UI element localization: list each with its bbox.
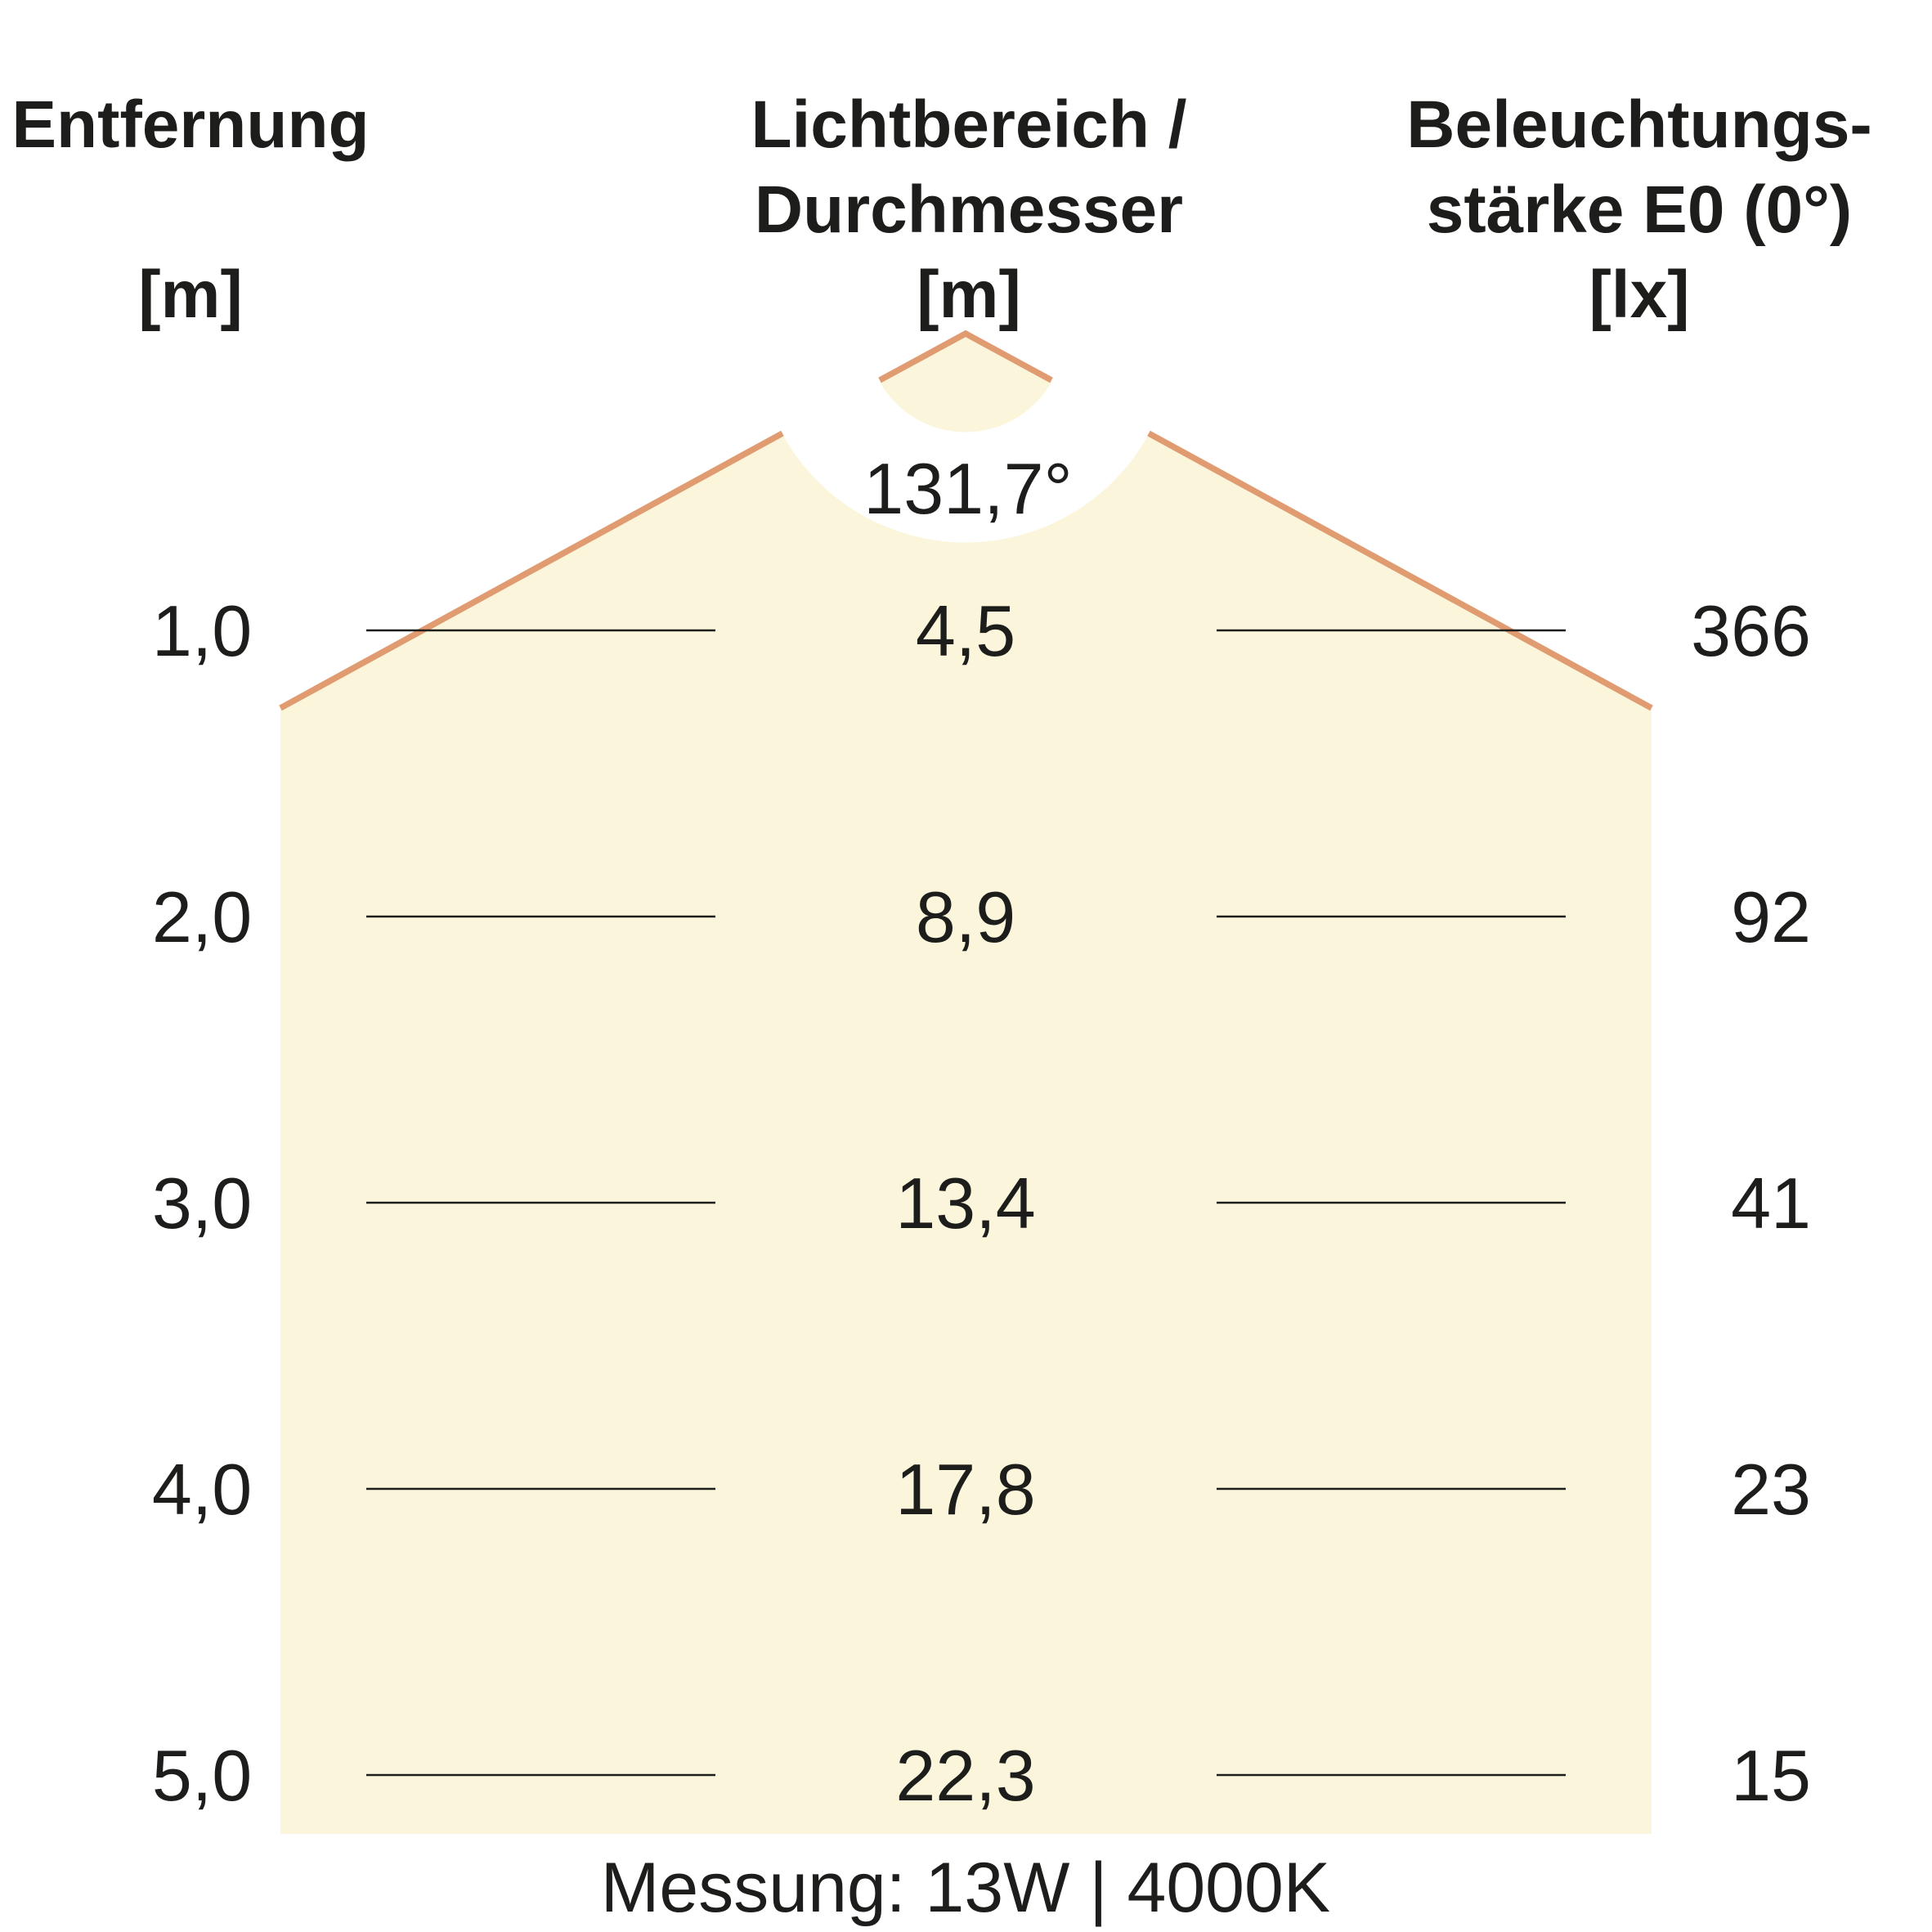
distance-value: 5,0 [152,1735,252,1816]
illuminance-header-unit: [lx] [1589,258,1690,332]
diameter-header-unit: [m] [917,258,1021,332]
diameter-value: 4,5 [916,590,1015,671]
distance-header-unit: [m] [138,258,243,332]
table-row: 3,0 13,4 41 [152,1163,1811,1244]
distance-value: 4,0 [152,1449,252,1530]
diameter-header-title-line1: Lichtbereich / [751,87,1186,162]
illuminance-header-title-line1: Beleuchtungs- [1406,87,1871,162]
column-header-illuminance: Beleuchtungs- stärke E0 (0°) [lx] [1406,87,1871,332]
lux-value: 41 [1731,1163,1811,1244]
illuminance-header-title-line2: stärke E0 (0°) [1427,173,1853,247]
diameter-header-title-line2: Durchmesser [755,173,1183,247]
lux-value: 15 [1731,1735,1811,1816]
column-header-distance: Entfernung [m] [11,87,369,332]
distance-value: 1,0 [152,590,252,671]
table-row: 2,0 8,9 92 [152,876,1811,957]
beam-angle-label: 131,7° [863,448,1072,529]
lux-value: 366 [1691,590,1811,671]
diameter-value: 13,4 [895,1163,1035,1244]
diameter-value: 8,9 [916,876,1015,957]
beam-edge-right [1147,430,1653,711]
beam-cone-shape [280,334,1652,1834]
distance-value: 3,0 [152,1163,252,1244]
lux-value: 92 [1731,876,1811,957]
diameter-value: 17,8 [895,1449,1035,1530]
distance-header-title: Entfernung [11,87,369,162]
column-header-diameter: Lichtbereich / Durchmesser [m] [751,87,1186,332]
diameter-value: 22,3 [895,1735,1035,1816]
measurement-note: Messung: 13W | 4000K [601,1849,1330,1927]
table-row: 4,0 17,8 23 [152,1449,1811,1530]
beam-apex-outline [878,329,1053,383]
table-row: 1,0 4,5 366 [152,590,1811,671]
distance-value: 2,0 [152,876,252,957]
beam-edge-left [279,430,784,711]
beam-gap-ring [756,124,1175,543]
lux-value: 23 [1731,1449,1811,1530]
table-row: 5,0 22,3 15 [152,1735,1811,1816]
